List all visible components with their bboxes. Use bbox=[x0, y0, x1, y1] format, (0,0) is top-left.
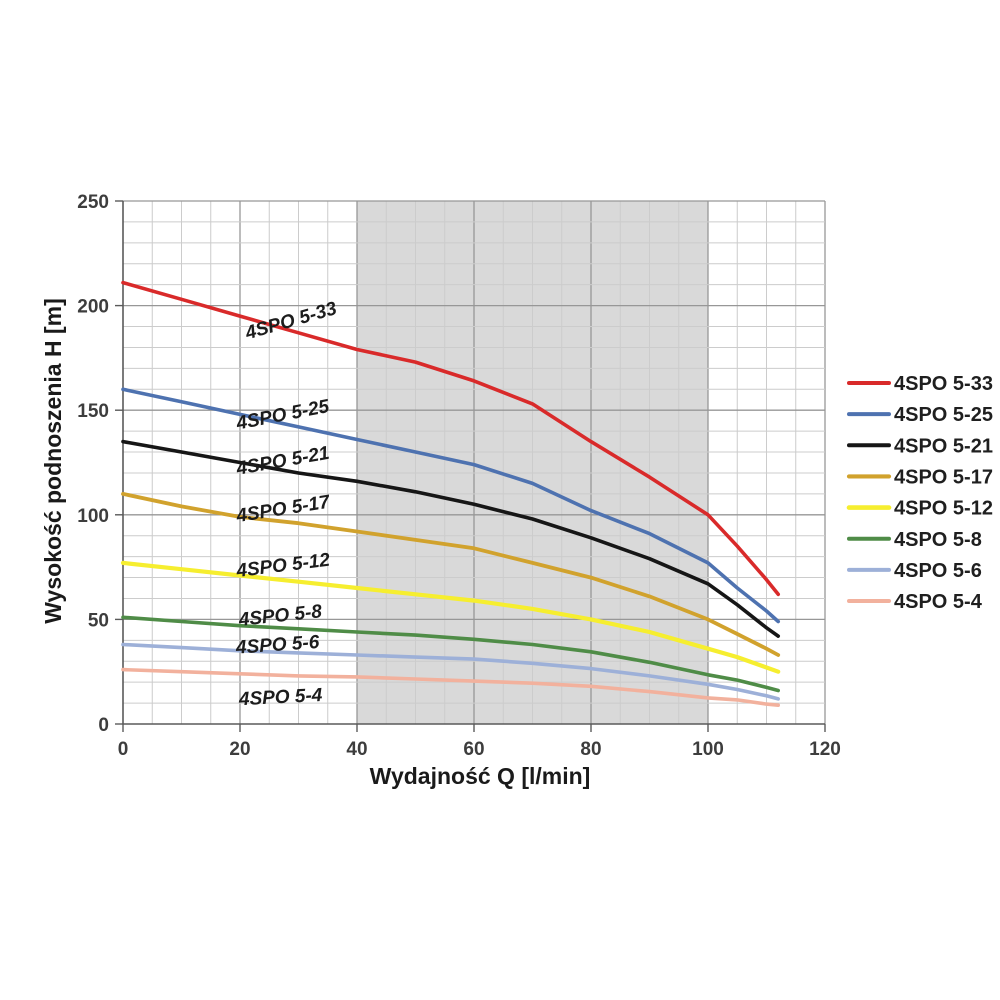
pump-curves bbox=[120, 280, 781, 708]
y-tick-label-100: 100 bbox=[77, 506, 109, 527]
curve-label-4spo-5-4: 4SPO 5-4 bbox=[237, 685, 323, 710]
tick-labels: 0 50 100 150 200 250 0 20 40 60 80 100 120 bbox=[77, 192, 841, 760]
axis-lines bbox=[115, 200, 826, 732]
y-tick-label-50: 50 bbox=[88, 610, 109, 631]
legend-label-4spo-5-8: 4SPO 5-8 bbox=[894, 529, 982, 551]
curve-4spo-5-12 bbox=[120, 560, 781, 674]
curve-4spo-5-8 bbox=[121, 615, 781, 693]
curve-4spo-5-21 bbox=[121, 439, 781, 638]
x-axis-title: Wydajność Q [l/min] bbox=[370, 763, 591, 789]
curve-label-4spo-5-8: 4SPO 5-8 bbox=[237, 601, 324, 631]
y-tick-label-250: 250 bbox=[77, 192, 109, 213]
legend-item-4spo-5-33: 4SPO 5-33 bbox=[847, 373, 993, 395]
legend-label-4spo-5-4: 4SPO 5-4 bbox=[894, 591, 983, 613]
gridlines bbox=[123, 200, 826, 724]
y-axis-title: Wysokość podnoszenia H [m] bbox=[40, 298, 66, 623]
x-tick-label-0: 0 bbox=[118, 739, 129, 760]
legend-label-4spo-5-17: 4SPO 5-17 bbox=[894, 466, 993, 488]
legend-item-4spo-5-21: 4SPO 5-21 bbox=[847, 435, 993, 457]
curve-4spo-5-33 bbox=[121, 280, 781, 597]
curve-label-4spo-5-25: 4SPO 5-25 bbox=[234, 396, 332, 435]
legend: 4SPO 5-33 4SPO 5-25 4SPO 5-21 4SPO 5-17 4SPO… bbox=[846, 373, 993, 613]
x-tick-label-20: 20 bbox=[229, 739, 250, 760]
x-tick-label-80: 80 bbox=[580, 739, 601, 760]
legend-label-4spo-5-12: 4SPO 5-12 bbox=[894, 498, 993, 520]
legend-item-4spo-5-6: 4SPO 5-6 bbox=[847, 560, 982, 582]
legend-item-4spo-5-17: 4SPO 5-17 bbox=[846, 466, 993, 488]
y-tick-label-0: 0 bbox=[98, 715, 109, 736]
legend-label-4spo-5-21: 4SPO 5-21 bbox=[894, 435, 993, 457]
x-tick-label-100: 100 bbox=[692, 739, 724, 760]
curve-4spo-5-25 bbox=[121, 387, 781, 624]
legend-label-4spo-5-6: 4SPO 5-6 bbox=[894, 560, 982, 582]
legend-label-4spo-5-25: 4SPO 5-25 bbox=[894, 404, 993, 426]
y-tick-label-150: 150 bbox=[77, 401, 109, 422]
legend-item-4spo-5-4: 4SPO 5-4 bbox=[847, 591, 983, 613]
x-tick-label-120: 120 bbox=[809, 739, 841, 760]
curve-4spo-5-6 bbox=[121, 642, 781, 701]
legend-label-4spo-5-33: 4SPO 5-33 bbox=[894, 373, 993, 395]
curve-4spo-5-17 bbox=[121, 491, 781, 657]
x-tick-label-60: 60 bbox=[463, 739, 484, 760]
legend-item-4spo-5-8: 4SPO 5-8 bbox=[847, 529, 982, 551]
x-tick-label-40: 40 bbox=[346, 739, 367, 760]
y-tick-label-200: 200 bbox=[77, 297, 109, 318]
legend-item-4spo-5-12: 4SPO 5-12 bbox=[846, 498, 993, 520]
curve-4spo-5-4 bbox=[121, 667, 781, 708]
legend-item-4spo-5-25: 4SPO 5-25 bbox=[847, 404, 993, 426]
